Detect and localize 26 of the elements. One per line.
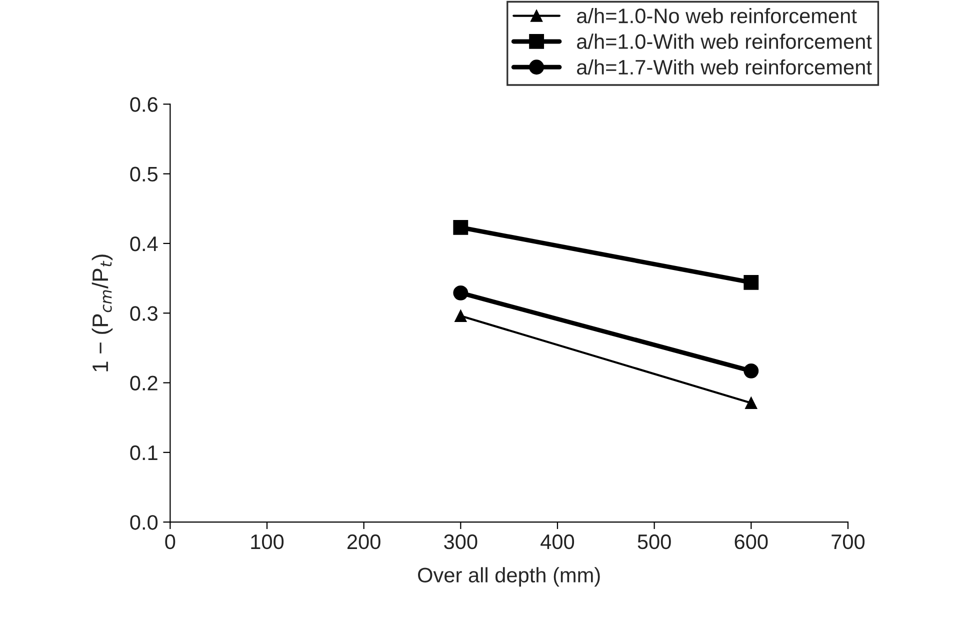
x-tick-label: 300 [444,534,478,550]
y-tick-label: 0.3 [130,306,158,321]
point [744,275,759,290]
point [745,396,758,410]
y-axis-title: 1 − (P$_{cm}$/P$_{t}$) [92,254,113,372]
y-tick-label: 0.4 [130,236,158,252]
point [453,220,468,235]
x-tick-label: 0 [165,534,176,550]
y-tick-label: 0.1 [130,445,158,460]
x-tick-label: 400 [540,534,574,550]
point [453,285,468,300]
legend-label: a/h=1.7-With web reinforcement [577,59,872,75]
y-tick-label: 0.6 [130,97,158,112]
x-axis-title: Over all depth (mm) [418,567,600,587]
x-tick-label: 600 [734,534,768,550]
legend-label: a/h=1.0-No web reinforcement [577,8,857,24]
x-tick-label: 700 [832,534,865,550]
y-tick-label: 0.0 [130,515,158,530]
x-tick-label: 500 [638,534,671,550]
y-tick-label: 0.2 [130,376,158,391]
point [454,310,467,322]
x-tick-label: 100 [251,534,284,550]
point [744,363,759,378]
x-tick-label: 200 [347,534,380,550]
legend-label: a/h=1.0-With web reinforcement [577,34,872,49]
y-tick-label: 0.5 [130,166,158,182]
